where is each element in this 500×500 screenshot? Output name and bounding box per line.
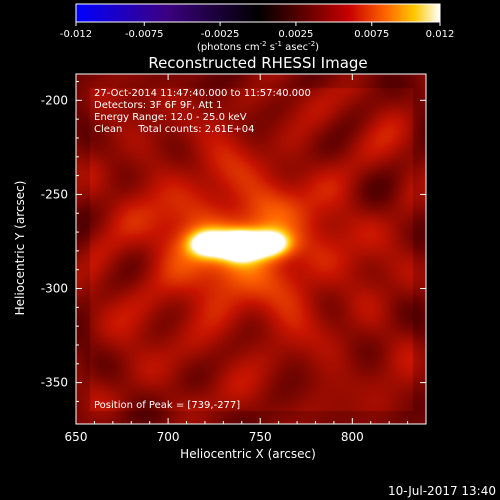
colorbar-tick-label: 0.012 [426, 29, 455, 40]
colorbar-label: (photons cm-2 s-1 asec-2) [197, 40, 319, 53]
plot-frame [75, 73, 427, 425]
colorbar-tick-label: -0.012 [60, 29, 92, 40]
chart-title: Reconstructed RHESSI Image [148, 54, 367, 72]
y-tick-label: -200 [41, 93, 68, 107]
colorbar-tick-label: -0.0025 [201, 29, 240, 40]
heatmap-image [76, 74, 426, 424]
x-tick-label: 650 [65, 430, 88, 444]
y-tick-label: -350 [41, 376, 68, 390]
annotation-time-range: 27-Oct-2014 11:47:40.000 to 11:57:40.000 [94, 88, 311, 99]
annotation-energy-range: Energy Range: 12.0 - 25.0 keV [94, 112, 247, 123]
colorbar-tick-label: 0.0025 [278, 29, 313, 40]
colorbar-tick-label: 0.0075 [354, 29, 389, 40]
colorbar-gradient [75, 3, 441, 23]
x-tick-label: 750 [249, 430, 272, 444]
x-tick-label: 700 [157, 430, 180, 444]
y-tick-label: -300 [41, 282, 68, 296]
colorbar-tick-label: -0.0075 [125, 29, 164, 40]
colorbar: -0.012 -0.0075 -0.0025 0.0025 0.0075 0.012 (p… [60, 3, 454, 53]
x-tick-label: 800 [341, 430, 364, 444]
annotation-detectors: Detectors: 3F 6F 9F, Att 1 [94, 100, 222, 111]
footer-timestamp: 10-Jul-2017 13:40 [388, 484, 496, 498]
annotation-clean-counts: Clean Total counts: 2.61E+04 [94, 124, 254, 135]
x-axis-label: Heliocentric X (arcsec) [180, 447, 316, 461]
annotation-block: 27-Oct-2014 11:47:40.000 to 11:57:40.000… [94, 88, 311, 411]
y-axis-label: Heliocentric Y (arcsec) [13, 181, 27, 316]
axis-ticks: 650 700 750 800 -200 -250 -300 -350 [41, 74, 426, 444]
colorbar-ticks: -0.012 -0.0075 -0.0025 0.0025 0.0075 0.012 [60, 22, 454, 40]
heatmap-image-wrapper [76, 74, 426, 424]
peak-position-label: Position of Peak = [739,-277] [94, 400, 240, 411]
y-tick-label: -250 [41, 187, 68, 201]
plot-area: 650 700 750 800 -200 -250 -300 -350 [41, 73, 427, 444]
